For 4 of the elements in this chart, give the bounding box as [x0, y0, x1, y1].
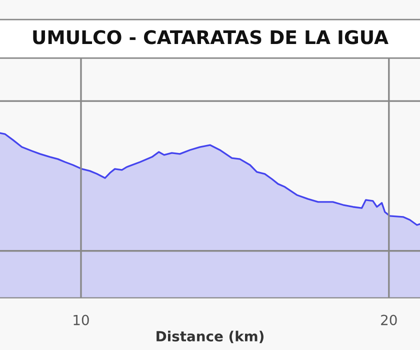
x-axis-title: Distance (km): [156, 330, 264, 344]
x-tick-label: 10: [74, 314, 89, 326]
chart-title: UMULCO - CATARATAS DE LA IGUA: [33, 30, 388, 44]
x-tick-label: 20: [381, 314, 397, 326]
